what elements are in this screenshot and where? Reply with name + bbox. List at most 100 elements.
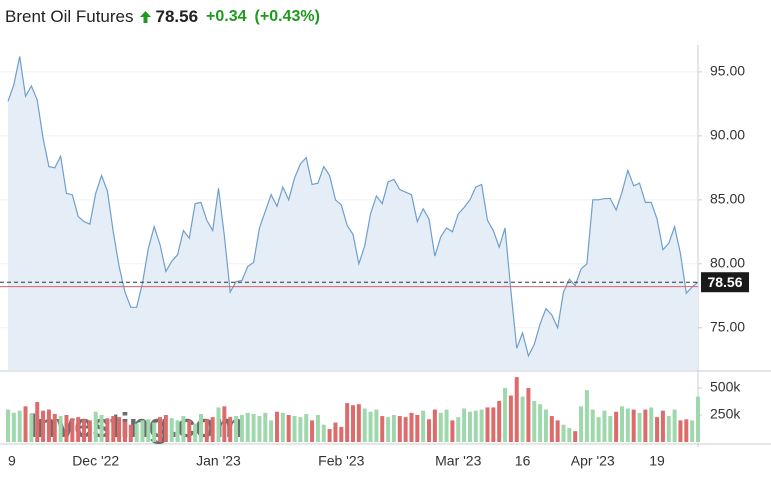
volume-bar <box>643 409 648 442</box>
volume-bar <box>315 414 320 442</box>
volume-bar <box>362 408 367 442</box>
volume-bar <box>58 416 63 442</box>
volume-bar <box>602 410 607 442</box>
y-tick-label: 95.00 <box>710 63 745 79</box>
volume-bar <box>345 403 350 442</box>
volume-bar <box>105 418 110 442</box>
volume-bar <box>690 420 695 442</box>
volume-bar <box>655 417 660 442</box>
volume-bar <box>140 420 145 442</box>
area-fill <box>8 56 698 371</box>
volume-bar <box>351 405 355 442</box>
volume-bar <box>46 409 51 442</box>
volume-bar <box>269 420 274 442</box>
volume-bar <box>374 409 379 442</box>
volume-bar <box>438 412 443 442</box>
x-tick-label: Dec '22 <box>72 453 119 469</box>
volume-bar <box>193 423 198 442</box>
volume-bar <box>204 419 209 442</box>
volume-bar <box>321 424 326 442</box>
last-price-label: 78.56 <box>707 274 742 290</box>
volume-bar <box>549 416 554 442</box>
volume-bar <box>122 421 127 442</box>
volume-bar <box>64 414 69 442</box>
volume-bar <box>532 400 537 442</box>
volume-bar <box>163 414 168 442</box>
x-tick-label: Mar '23 <box>435 453 481 469</box>
volume-bar <box>146 419 151 442</box>
volume-bar <box>93 411 98 442</box>
volume-bar <box>234 416 239 442</box>
volume-bar <box>152 422 157 442</box>
volume-bar <box>23 406 28 442</box>
volume-bar <box>356 404 361 442</box>
volume-bar <box>444 409 449 442</box>
volume-bar <box>327 429 332 442</box>
volume-bar <box>637 412 642 442</box>
volume-bar <box>128 424 133 442</box>
volume-bar <box>41 410 46 442</box>
volume-bar <box>561 424 566 442</box>
x-tick-label: Jan '23 <box>196 453 241 469</box>
price-change-percent: (+0.43%) <box>254 8 320 25</box>
x-tick-label: Apr '23 <box>571 453 615 469</box>
y-tick-label: 80.00 <box>710 255 745 271</box>
volume-bar <box>432 409 437 442</box>
volume-bar <box>222 406 227 442</box>
volume-bar <box>543 409 548 442</box>
volume-bar <box>520 396 525 442</box>
volume-bar <box>462 408 467 442</box>
header: Brent Oil Futures 78.56 +0.34 (+0.43%) <box>5 5 328 29</box>
volume-bar <box>169 418 174 442</box>
volume-bar <box>514 377 519 442</box>
volume-bar <box>198 413 203 442</box>
volume-bar <box>538 404 543 442</box>
volume-bar <box>339 426 344 442</box>
y-tick-label: 85.00 <box>710 191 745 207</box>
volume-bar <box>17 410 22 442</box>
volume-bar <box>555 420 560 442</box>
volume-bar <box>526 387 531 442</box>
volume-bar <box>672 409 677 442</box>
volume-bar <box>310 420 315 442</box>
volume-bar <box>292 416 297 442</box>
x-tick-label: 19 <box>649 453 665 469</box>
y-tick-label: 500k <box>710 379 741 395</box>
volume-bar <box>631 409 636 442</box>
volume-bar <box>251 413 256 442</box>
volume-bar <box>567 427 572 442</box>
volume-bar <box>380 416 385 442</box>
volume-bar <box>386 417 391 442</box>
volume-bar <box>497 400 502 442</box>
volume-bar <box>450 420 455 442</box>
volume-bar <box>427 419 432 442</box>
volume-bar <box>415 414 420 442</box>
volume-bar <box>485 407 490 442</box>
volume-bar <box>76 417 81 442</box>
volume-bar <box>584 390 589 442</box>
y-tick-label: 75.00 <box>710 318 745 334</box>
x-tick-label: 16 <box>515 453 531 469</box>
volume-bar <box>491 407 496 442</box>
volume-bar <box>117 417 122 442</box>
volume-bar <box>614 411 619 442</box>
volume-bar <box>608 416 613 442</box>
volume-bar <box>187 420 192 442</box>
last-price: 78.56 <box>155 7 199 26</box>
x-tick-label: Feb '23 <box>318 453 364 469</box>
volume-bar <box>421 410 426 442</box>
volume-bar <box>280 412 285 442</box>
volume-bar <box>409 412 414 442</box>
volume-bar <box>245 412 250 442</box>
volume-bar <box>368 411 373 442</box>
volume-bar <box>619 406 624 442</box>
volume-bar <box>87 420 92 442</box>
volume-bar <box>35 402 40 442</box>
volume-bar <box>134 423 139 442</box>
volume-bar <box>503 387 508 442</box>
volume-bar <box>298 417 303 442</box>
volume-bar <box>228 417 233 442</box>
volume-bar <box>696 396 700 442</box>
volume-bar <box>274 411 279 442</box>
